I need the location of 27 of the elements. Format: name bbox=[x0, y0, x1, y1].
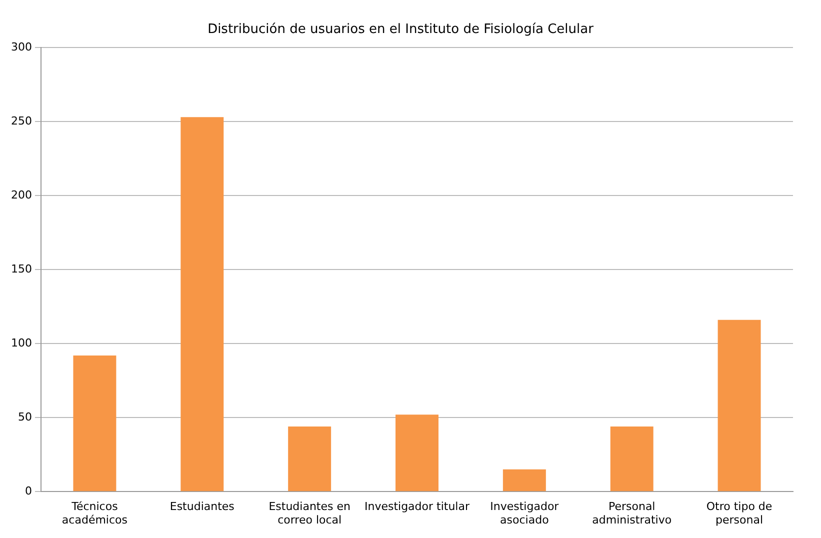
y-tick-label: 200 bbox=[10, 188, 32, 202]
y-tick-label: 50 bbox=[18, 410, 32, 424]
bar bbox=[288, 426, 332, 492]
category-label: asociado bbox=[500, 513, 549, 526]
chart-title: Distribución de usuarios en el Instituto de Fisiología Celular bbox=[208, 22, 594, 38]
category-label: Estudiantes en bbox=[268, 500, 350, 514]
bar bbox=[73, 355, 116, 492]
category-label: Personal bbox=[608, 500, 656, 514]
category-label: Otro tipo de bbox=[706, 500, 772, 514]
y-tick-label: 300 bbox=[10, 40, 32, 54]
y-tick-label: 150 bbox=[10, 262, 32, 276]
y-tick-label: 250 bbox=[10, 114, 32, 128]
category-label: Investigador titular bbox=[364, 500, 470, 514]
category-label: Técnicos bbox=[72, 500, 118, 514]
category-label: Investigador bbox=[490, 500, 559, 514]
category-label: personal bbox=[716, 513, 764, 526]
y-tick-label: 0 bbox=[24, 484, 32, 498]
bar bbox=[502, 469, 546, 492]
category-label: académicos bbox=[62, 513, 128, 526]
bar bbox=[718, 320, 761, 492]
bar bbox=[396, 414, 438, 492]
category-label: correo local bbox=[278, 513, 342, 526]
category-label: Estudiantes bbox=[170, 500, 234, 514]
y-tick-label: 100 bbox=[10, 336, 32, 350]
bar bbox=[180, 117, 224, 492]
bar bbox=[610, 426, 654, 492]
category-label: administrativo bbox=[592, 513, 672, 526]
